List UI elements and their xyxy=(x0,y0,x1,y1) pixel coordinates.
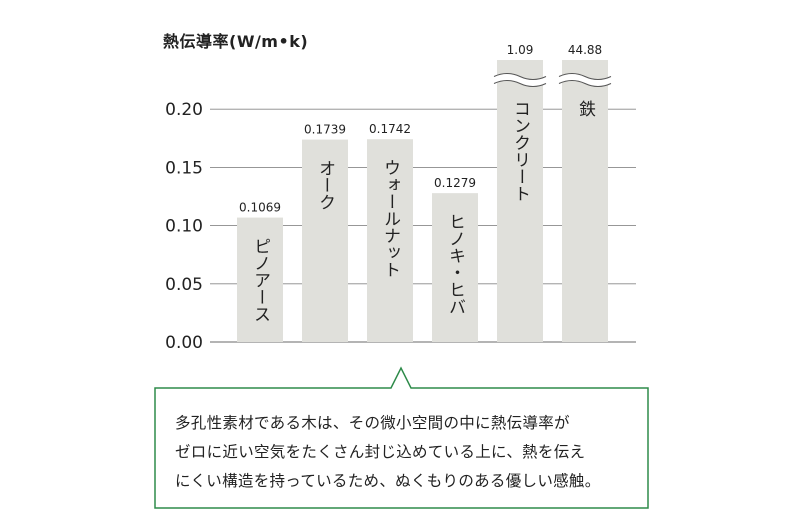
axis-break-line xyxy=(558,73,612,80)
y-tick-label: 0.10 xyxy=(165,217,203,237)
y-tick-label: 0.15 xyxy=(165,158,203,178)
axis-break-line xyxy=(493,80,547,87)
callout-line: 多孔性素材である木は、その微小空間の中に熱伝導率が xyxy=(175,414,570,432)
y-tick-label: 0.20 xyxy=(165,100,203,120)
category-label: ピノアース xyxy=(250,238,270,323)
category-label: 鉄 xyxy=(575,100,596,117)
axis-break-line xyxy=(493,73,547,80)
bar xyxy=(432,193,478,342)
bar xyxy=(497,60,543,342)
callout-line: ゼロに近い空気をたくさん封じ込めている上に、熱を伝え xyxy=(175,443,586,461)
data-label: 0.1739 xyxy=(304,123,346,137)
axis-break-gap xyxy=(492,73,548,87)
bar xyxy=(302,139,348,342)
category-label: ヒノキ・ヒバ xyxy=(445,213,465,315)
axis-break-line xyxy=(558,80,612,87)
category-label: コンクリート xyxy=(510,100,530,202)
data-label: 1.09 xyxy=(507,43,534,57)
data-label: 0.1069 xyxy=(239,201,281,215)
y-tick-label: 0.00 xyxy=(165,333,203,353)
bar xyxy=(562,60,608,342)
callout-line: にくい構造を持っているため、ぬくもりのある優しい感触。 xyxy=(175,472,601,490)
y-axis-title: 熱伝導率(W/m•k) xyxy=(163,32,309,51)
data-label: 0.1742 xyxy=(369,122,411,136)
data-label: 0.1279 xyxy=(434,176,476,190)
category-label: ウォールナット xyxy=(380,159,400,278)
bar xyxy=(237,217,283,342)
y-tick-label: 0.05 xyxy=(165,275,203,295)
callout-text: 多孔性素材である木は、その微小空間の中に熱伝導率が ゼロに近い空気をたくさん封じ… xyxy=(175,409,655,496)
category-label: オーク xyxy=(315,160,335,211)
bar xyxy=(367,139,413,342)
data-label: 44.88 xyxy=(568,43,602,57)
axis-break-gap xyxy=(557,73,613,87)
